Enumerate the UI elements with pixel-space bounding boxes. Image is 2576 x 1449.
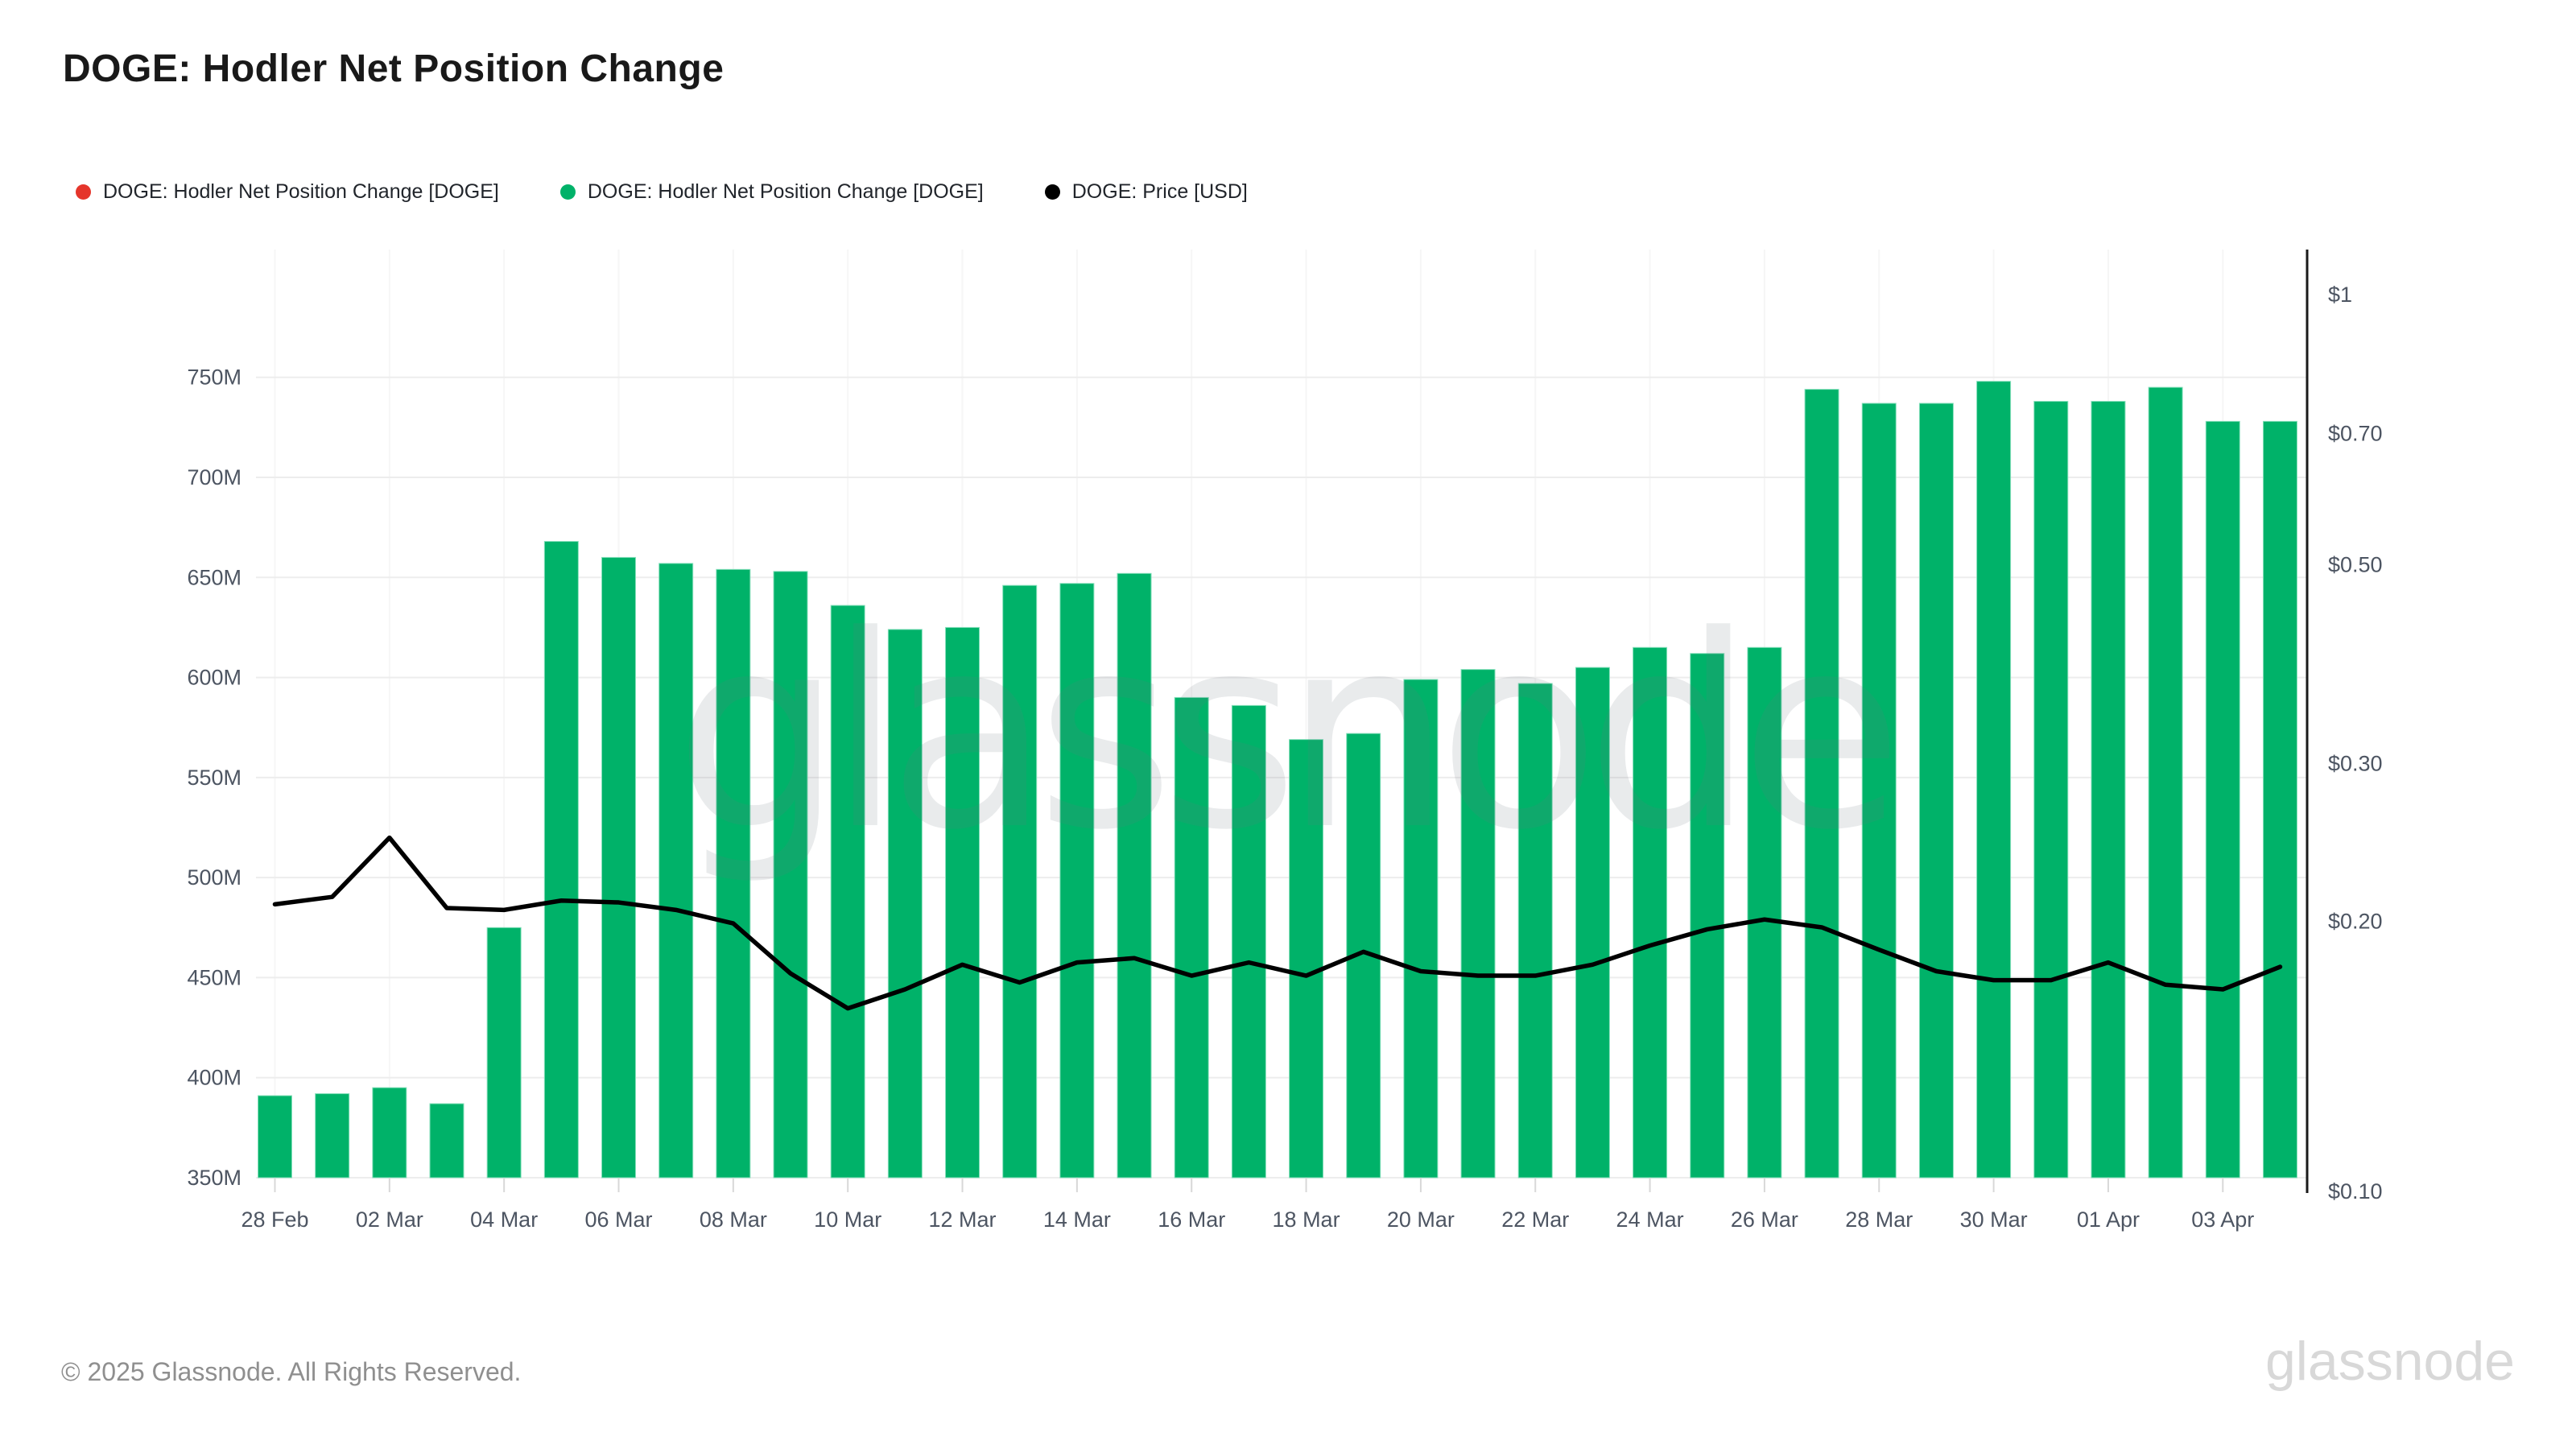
bar-18-mar <box>1289 739 1324 1179</box>
x-axis-label: 16 Mar <box>1158 1208 1225 1232</box>
left-axis-label: 650M <box>187 565 242 589</box>
x-axis-label: 10 Mar <box>814 1208 881 1232</box>
bar-01-mar <box>315 1093 350 1179</box>
legend-dot-black-icon <box>1044 184 1060 200</box>
bar-31-mar <box>2033 401 2069 1179</box>
bar-04-apr <box>2262 420 2297 1179</box>
bar-22-mar <box>1517 683 1553 1179</box>
bar-30-mar <box>1976 381 2012 1179</box>
x-axis-label: 03 Apr <box>2191 1208 2254 1232</box>
chart-title: DOGE: Hodler Net Position Change <box>63 47 724 90</box>
bar-27-mar <box>1804 389 1839 1179</box>
bar-12-mar <box>945 626 980 1179</box>
bar-15-mar <box>1117 572 1152 1179</box>
x-axis-label: 24 Mar <box>1616 1208 1684 1232</box>
glassnode-logo: glassnode <box>2264 1331 2515 1392</box>
left-axis-label: 700M <box>187 465 242 489</box>
bar-28-mar <box>1861 402 1897 1179</box>
legend-item-hodler-net-position-red[interactable]: DOGE: Hodler Net Position Change [DOGE] <box>76 180 499 204</box>
left-axis-label: 750M <box>187 365 242 390</box>
legend-label: DOGE: Price [USD] <box>1071 180 1248 203</box>
x-axis-label: 28 Mar <box>1845 1208 1913 1232</box>
x-axis-label: 30 Mar <box>1960 1208 2028 1232</box>
bar-05-mar <box>543 541 579 1179</box>
x-axis-label: 18 Mar <box>1273 1208 1340 1232</box>
bar-13-mar <box>1002 584 1038 1179</box>
x-axis-label: 01 Apr <box>2077 1208 2140 1232</box>
left-axis-label: 400M <box>187 1066 242 1090</box>
bar-11-mar <box>887 629 923 1179</box>
x-axis-label: 22 Mar <box>1501 1208 1569 1232</box>
legend-item-price-usd[interactable]: DOGE: Price [USD] <box>1044 180 1248 204</box>
left-axis-label: 500M <box>187 865 242 890</box>
x-axis-label: 02 Mar <box>356 1208 423 1232</box>
bar-24-mar <box>1633 646 1668 1179</box>
legend-label: DOGE: Hodler Net Position Change [DOGE] <box>587 180 984 203</box>
x-axis-label: 08 Mar <box>700 1208 767 1232</box>
bar-10-mar <box>830 605 865 1179</box>
right-axis-label: $0.20 <box>2328 910 2383 934</box>
bar-23-mar <box>1575 667 1610 1179</box>
bar-25-mar <box>1690 653 1725 1179</box>
bar-29-mar <box>1918 402 1954 1179</box>
bar-03-mar <box>429 1103 464 1179</box>
bar-14-mar <box>1059 583 1095 1179</box>
right-axis-label: $0.10 <box>2328 1179 2383 1203</box>
right-axis-label: $1 <box>2328 283 2352 307</box>
right-axis-label: $0.70 <box>2328 422 2383 446</box>
bar-07-mar <box>658 563 694 1179</box>
bar-08-mar <box>716 568 751 1179</box>
bar-02-mar <box>372 1087 407 1179</box>
legend-label: DOGE: Hodler Net Position Change [DOGE] <box>103 180 499 203</box>
bar-09-mar <box>773 571 808 1179</box>
left-axis-label: 600M <box>187 666 242 690</box>
bar-03-apr <box>2205 420 2240 1179</box>
bar-02-apr <box>2148 386 2183 1179</box>
x-axis-label: 20 Mar <box>1387 1208 1455 1232</box>
x-axis-label: 12 Mar <box>929 1208 997 1232</box>
watermark-text: glassnode <box>675 579 1889 888</box>
left-axis-label: 350M <box>187 1166 242 1190</box>
legend-item-hodler-net-position-green[interactable]: DOGE: Hodler Net Position Change [DOGE] <box>559 180 984 204</box>
bar-17-mar <box>1231 704 1266 1179</box>
copyright-text: © 2025 Glassnode. All Rights Reserved. <box>61 1357 522 1386</box>
x-axis-label: 14 Mar <box>1043 1208 1111 1232</box>
price-line <box>272 835 2283 1011</box>
legend-dot-green-icon <box>559 184 576 200</box>
x-axis-label: 06 Mar <box>584 1208 652 1232</box>
x-axis-label: 04 Mar <box>470 1208 538 1232</box>
chart-legend: DOGE: Hodler Net Position Change [DOGE] … <box>76 180 1248 204</box>
x-axis-label: 26 Mar <box>1731 1208 1798 1232</box>
bar-28-feb <box>258 1095 292 1179</box>
left-axis-label: 550M <box>187 766 242 790</box>
bar-06-mar <box>601 556 637 1179</box>
bar-04-mar <box>486 927 522 1179</box>
right-axis-label: $0.50 <box>2328 552 2383 576</box>
left-axis-label: 450M <box>187 965 242 989</box>
right-axis-label: $0.30 <box>2328 751 2383 775</box>
bar-26-mar <box>1747 646 1782 1179</box>
x-axis-label: 28 Feb <box>241 1208 308 1232</box>
legend-dot-red-icon <box>76 184 91 200</box>
bar-21-mar <box>1460 669 1496 1179</box>
bar-01-apr <box>2091 401 2126 1179</box>
